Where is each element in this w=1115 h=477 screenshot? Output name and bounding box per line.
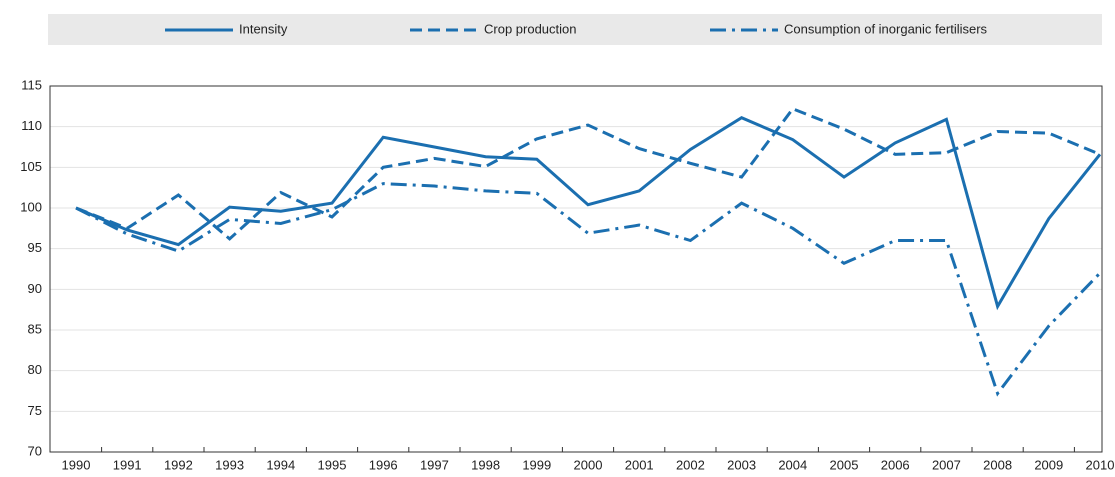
y-tick-label: 105 — [20, 159, 42, 174]
y-tick-label: 70 — [28, 443, 42, 458]
x-tick-label: 1992 — [164, 457, 193, 472]
x-tick-label: 2006 — [881, 457, 910, 472]
x-tick-label: 1998 — [471, 457, 500, 472]
x-tick-label: 2007 — [932, 457, 961, 472]
x-tick-label: 1997 — [420, 457, 449, 472]
x-tick-label: 2002 — [676, 457, 705, 472]
line-series — [75, 116, 1102, 311]
y-tick-label: 85 — [28, 321, 42, 336]
x-tick-label: 1996 — [369, 457, 398, 472]
legend-label: Crop production — [484, 21, 577, 36]
x-tick-label: 2010 — [1086, 457, 1115, 472]
line-series — [75, 182, 1102, 397]
y-tick-label: 90 — [28, 281, 42, 296]
y-tick-label: 80 — [28, 362, 42, 377]
x-tick-label: 2008 — [983, 457, 1012, 472]
legend-label: Intensity — [239, 21, 288, 36]
x-tick-label: 2001 — [625, 457, 654, 472]
x-tick-label: 1995 — [318, 457, 347, 472]
x-tick-label: 1993 — [215, 457, 244, 472]
x-tick-label: 1990 — [62, 457, 91, 472]
legend-label: Consumption of inorganic fertilisers — [784, 21, 988, 36]
y-tick-label: 110 — [21, 118, 42, 133]
plot-frame — [49, 85, 1103, 453]
x-tick-label: 1994 — [266, 457, 295, 472]
x-tick-label: 2004 — [778, 457, 807, 472]
x-tick-label: 2009 — [1034, 457, 1063, 472]
line-series — [75, 106, 1101, 241]
x-tick-label: 1991 — [113, 457, 142, 472]
y-tick-label: 100 — [20, 199, 42, 214]
y-tick-label: 95 — [28, 240, 42, 255]
x-tick-label: 2003 — [727, 457, 756, 472]
x-tick-label: 1999 — [522, 457, 551, 472]
y-tick-label: 75 — [28, 403, 42, 418]
x-tick-label: 2005 — [830, 457, 859, 472]
y-tick-label: 115 — [21, 77, 42, 92]
x-tick-label: 2000 — [574, 457, 603, 472]
